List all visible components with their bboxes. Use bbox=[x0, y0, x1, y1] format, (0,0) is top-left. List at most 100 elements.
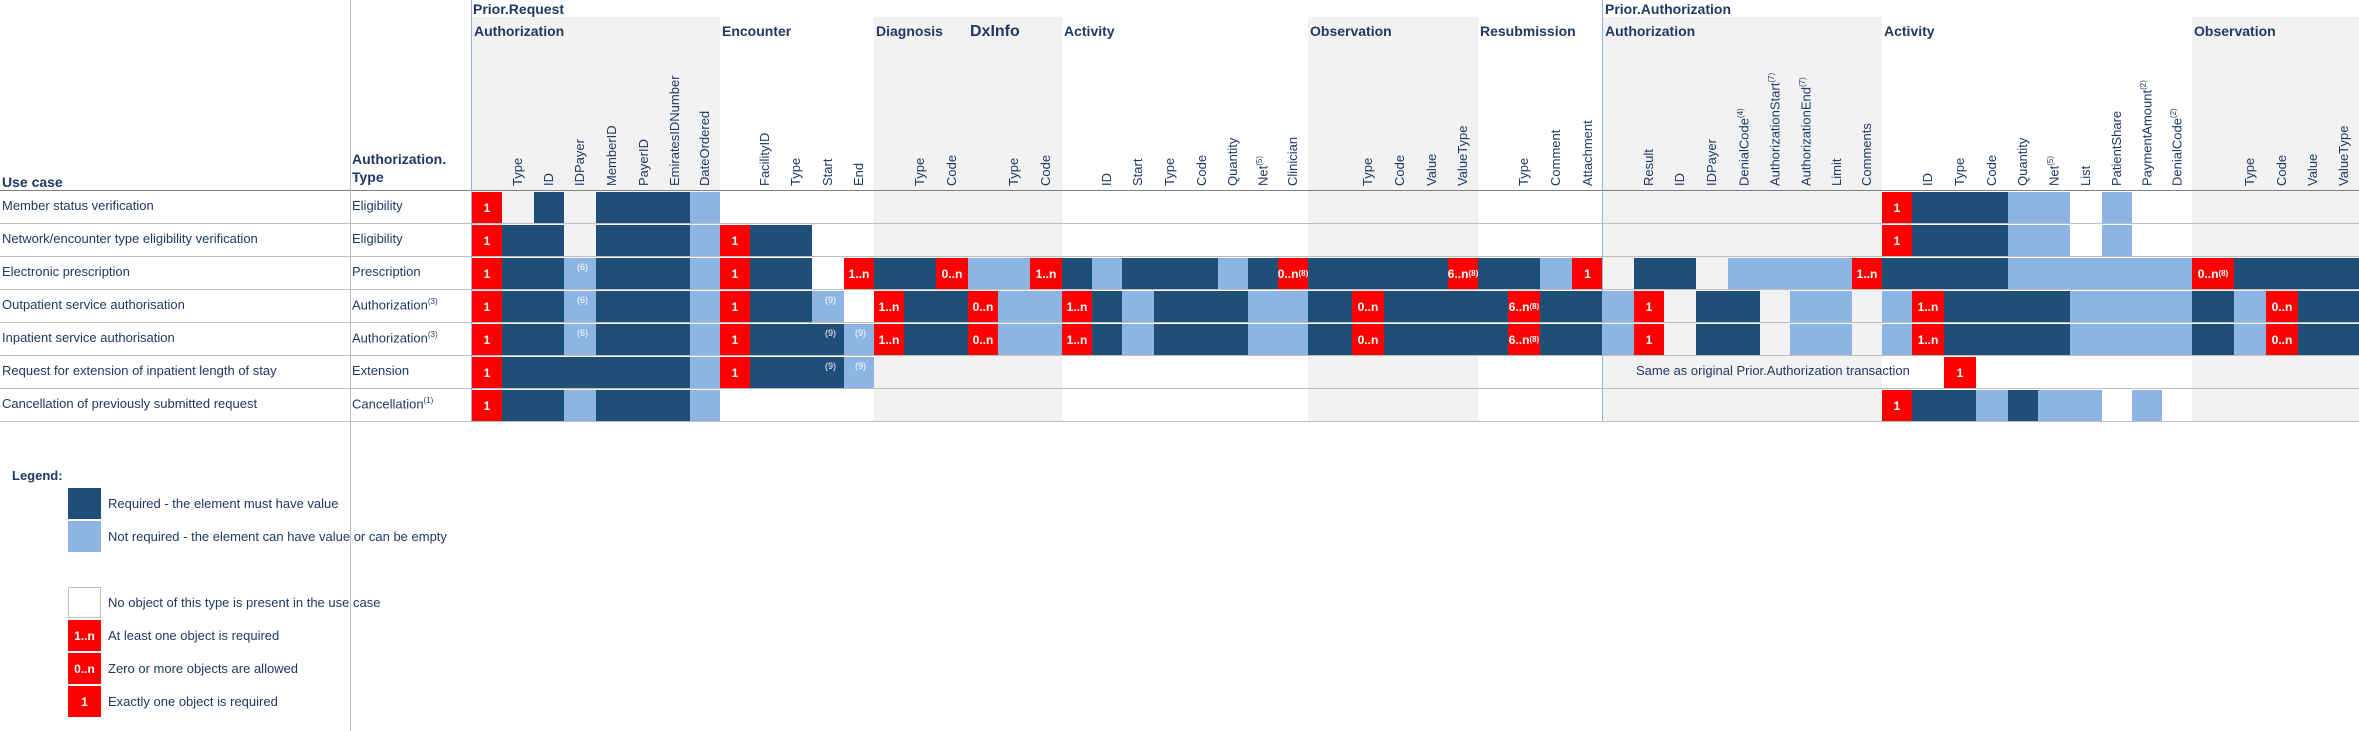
column-header-label: Quantity bbox=[2015, 137, 2030, 186]
required-cell bbox=[1976, 324, 2008, 355]
auth-type-label: Extension bbox=[352, 363, 409, 378]
required-cell bbox=[660, 258, 690, 289]
required-cell bbox=[1696, 291, 1728, 322]
auth-type-value: Prescription bbox=[352, 264, 421, 279]
required-cell bbox=[534, 225, 564, 256]
column-header-label: DateOrdered bbox=[697, 110, 712, 186]
optional-cell bbox=[2008, 192, 2038, 223]
required-cell bbox=[1882, 258, 1912, 289]
cardinality-cell: 0..n bbox=[1352, 324, 1384, 355]
cardinality-cell: 0..n bbox=[968, 324, 998, 355]
use-case-label: Inpatient service authorisation bbox=[2, 330, 175, 345]
cardinality-cell: 1 bbox=[1634, 291, 1664, 322]
section-shade bbox=[968, 17, 1062, 421]
row-divider bbox=[0, 289, 2359, 290]
use-case-label: Request for extension of inpatient lengt… bbox=[2, 363, 277, 378]
optional-cell bbox=[1248, 291, 1278, 322]
column-header-label: EmiratesIDNumber bbox=[667, 75, 682, 186]
required-cell bbox=[660, 324, 690, 355]
optional-cell bbox=[1122, 291, 1154, 322]
cardinality-cell: 1 bbox=[720, 225, 750, 256]
cardinality-footnote: (8) bbox=[1298, 269, 1309, 278]
cardinality-cell: 1 bbox=[720, 258, 750, 289]
required-cell bbox=[1976, 225, 2008, 256]
required-cell bbox=[780, 357, 812, 388]
required-cell bbox=[534, 192, 564, 223]
required-cell bbox=[1912, 225, 1944, 256]
required-cell bbox=[1944, 324, 1976, 355]
required-cell bbox=[904, 258, 936, 289]
required-cell bbox=[1248, 258, 1278, 289]
required-cell bbox=[1416, 324, 1448, 355]
required-cell bbox=[534, 357, 564, 388]
required-cell bbox=[1308, 291, 1352, 322]
optional-cell bbox=[1030, 291, 1062, 322]
required-cell bbox=[1696, 324, 1728, 355]
column-header-label: ValueType bbox=[1455, 125, 1470, 186]
cardinality-cell: 1 bbox=[1572, 258, 1603, 289]
required-cell bbox=[1218, 324, 1248, 355]
required-cell bbox=[2298, 324, 2328, 355]
required-cell bbox=[2328, 324, 2359, 355]
optional-cell bbox=[564, 291, 596, 322]
cardinality-cell: 1 bbox=[1882, 225, 1912, 256]
legend-text: At least one object is required bbox=[108, 628, 280, 643]
cardinality-cell: 1 bbox=[472, 357, 502, 388]
column-header-label: Start bbox=[1130, 158, 1145, 186]
cardinality-cell: 0..n (8) bbox=[1278, 258, 1308, 289]
required-cell bbox=[660, 390, 690, 421]
legend-swatch: 1 bbox=[68, 686, 101, 717]
required-cell bbox=[780, 291, 812, 322]
use-case-label: Member status verification bbox=[2, 198, 154, 213]
cell-footnote: (6) bbox=[577, 328, 588, 338]
column-header-label: Type bbox=[2242, 157, 2257, 186]
response-group-header: Prior.Authorization bbox=[1605, 1, 1731, 17]
column-header-label: Code bbox=[1984, 154, 1999, 186]
optional-cell bbox=[1790, 324, 1822, 355]
required-cell bbox=[1478, 258, 1508, 289]
optional-cell bbox=[1278, 291, 1308, 322]
optional-cell bbox=[2070, 258, 2102, 289]
optional-cell bbox=[690, 225, 720, 256]
required-cell bbox=[1448, 291, 1478, 322]
optional-cell bbox=[2102, 192, 2132, 223]
optional-cell bbox=[1218, 258, 1248, 289]
optional-cell bbox=[998, 291, 1030, 322]
required-cell bbox=[1540, 324, 1572, 355]
column-header-label: DenialCode(2) bbox=[2169, 108, 2185, 186]
auth-type-value: Eligibility bbox=[352, 231, 403, 246]
optional-cell bbox=[1728, 258, 1760, 289]
cardinality-cell: 1 bbox=[720, 324, 750, 355]
required-cell bbox=[534, 324, 564, 355]
section-shade bbox=[1603, 17, 1882, 421]
optional-cell bbox=[1760, 258, 1790, 289]
column-header-label: Clinician bbox=[1285, 136, 1300, 186]
optional-cell bbox=[690, 291, 720, 322]
optional-cell bbox=[564, 324, 596, 355]
legend-text: Required - the element must have value bbox=[108, 496, 339, 511]
section-header: Resubmission bbox=[1480, 23, 1576, 39]
required-cell bbox=[1092, 291, 1122, 322]
group-divider bbox=[1602, 0, 1603, 421]
required-cell bbox=[1944, 390, 1976, 421]
required-cell bbox=[2328, 258, 2359, 289]
required-cell bbox=[660, 291, 690, 322]
section-header: Activity bbox=[1064, 23, 1115, 39]
cardinality-cell: 1..n bbox=[874, 291, 904, 322]
optional-cell bbox=[1822, 324, 1852, 355]
required-cell bbox=[780, 225, 812, 256]
use-case-column-header: Use case bbox=[2, 174, 63, 190]
header-divider bbox=[0, 190, 2359, 191]
column-header-label: AuthorizationStart(7) bbox=[1767, 72, 1783, 186]
required-cell bbox=[2234, 258, 2266, 289]
column-header-label: Start bbox=[820, 158, 835, 186]
required-cell bbox=[750, 324, 780, 355]
cardinality-footnote: (8) bbox=[1529, 335, 1540, 344]
cardinality-cell: 1 bbox=[1944, 357, 1976, 388]
optional-cell bbox=[2070, 291, 2102, 322]
optional-cell bbox=[2038, 225, 2070, 256]
column-header-label: PaymentAmount(2) bbox=[2139, 80, 2155, 186]
optional-cell bbox=[2008, 258, 2038, 289]
optional-cell bbox=[968, 258, 998, 289]
required-cell bbox=[780, 324, 812, 355]
